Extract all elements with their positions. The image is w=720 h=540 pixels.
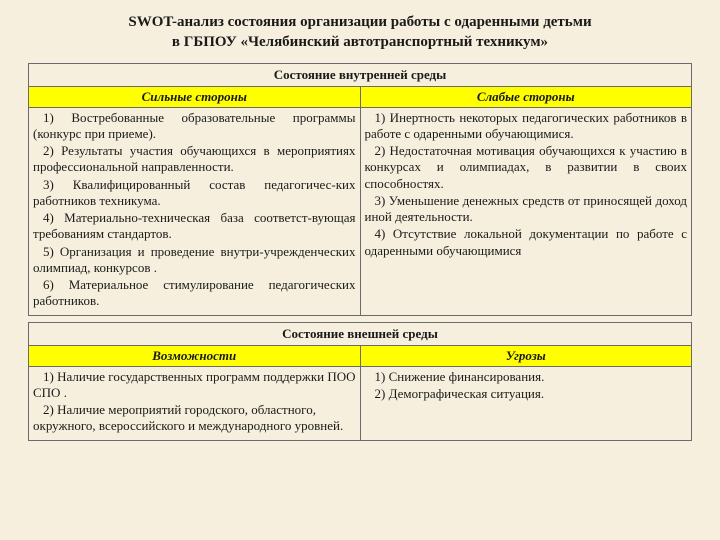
external-section-head: Состояние внешней среды (29, 322, 692, 345)
threats-cell: 1) Снижение финансирования. 2) Демографи… (360, 366, 692, 440)
opportunities-head: Возможности (29, 345, 361, 366)
threat-item: 1) Снижение финансирования. (365, 369, 688, 385)
swot-internal-table: Состояние внутренней среды Сильные сторо… (28, 63, 692, 316)
strength-item: 2) Результаты участия обучающихся в меро… (33, 143, 356, 176)
strength-item: 6) Материальное стимулирование педагогич… (33, 277, 356, 310)
opportunities-cell: 1) Наличие государственных программ подд… (29, 366, 361, 440)
strength-item: 1) Востребованные образовательные програ… (33, 110, 356, 143)
threat-item: 2) Демографическая ситуация. (365, 386, 688, 402)
weakness-item: 2) Недостаточная мотивация обучающихся к… (365, 143, 688, 192)
strengths-cell: 1) Востребованные образовательные програ… (29, 107, 361, 315)
title-line-2: в ГБПОУ «Челябинский автотранспортный те… (172, 34, 548, 50)
strengths-head: Сильные стороны (29, 86, 361, 107)
weakness-item: 3) Уменьшение денежных средств от принос… (365, 193, 688, 226)
swot-external-table: Состояние внешней среды Возможности Угро… (28, 322, 692, 441)
weaknesses-cell: 1) Инертность некоторых педагогических р… (360, 107, 692, 315)
strength-item: 5) Организация и проведение внутри-учреж… (33, 244, 356, 277)
page-title: SWOT-анализ состояния организации работы… (28, 12, 692, 53)
opportunity-item: 1) Наличие государственных программ подд… (33, 369, 356, 402)
strength-item: 3) Квалифицированный состав педагогичес-… (33, 177, 356, 210)
internal-section-head: Состояние внутренней среды (29, 63, 692, 86)
weakness-item: 4) Отсутствие локальной документации по … (365, 226, 688, 259)
threats-head: Угрозы (360, 345, 692, 366)
weakness-item: 1) Инертность некоторых педагогических р… (365, 110, 688, 143)
page: SWOT-анализ состояния организации работы… (0, 0, 720, 465)
strength-item: 4) Материально-техническая база соответс… (33, 210, 356, 243)
weaknesses-head: Слабые стороны (360, 86, 692, 107)
title-line-1: SWOT-анализ состояния организации работы… (128, 14, 591, 30)
opportunity-item: 2) Наличие мероприятий городского, облас… (33, 402, 356, 435)
